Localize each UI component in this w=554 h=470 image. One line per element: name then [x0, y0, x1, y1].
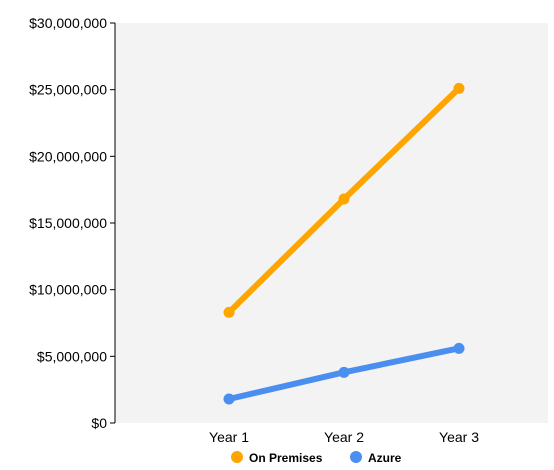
- data-point[interactable]: [223, 306, 235, 318]
- data-point[interactable]: [453, 82, 465, 94]
- legend-marker: [350, 451, 362, 463]
- legend: On Premises Azure: [231, 451, 402, 465]
- series-layer: [223, 82, 465, 405]
- x-tick-label: Year 1: [209, 429, 249, 445]
- x-axis: Year 1 Year 2 Year 3: [209, 429, 479, 445]
- y-tick-label: $10,000,000: [29, 282, 107, 298]
- y-tick-label: $5,000,000: [37, 348, 107, 364]
- legend-label[interactable]: Azure: [368, 451, 402, 465]
- y-tick-label: $0: [91, 415, 107, 431]
- y-axis: $0 $5,000,000 $10,000,000 $15,000,000 $20,00…: [29, 15, 115, 431]
- data-point[interactable]: [223, 393, 235, 405]
- y-tick-label: $30,000,000: [29, 15, 107, 31]
- x-tick-label: Year 3: [439, 429, 479, 445]
- x-tick-label: Year 2: [324, 429, 364, 445]
- plot-area: [115, 23, 548, 423]
- data-point[interactable]: [453, 342, 465, 354]
- y-tick-label: $20,000,000: [29, 148, 107, 164]
- data-point[interactable]: [338, 366, 350, 378]
- legend-marker: [231, 451, 243, 463]
- y-tick-label: $15,000,000: [29, 215, 107, 231]
- legend-label[interactable]: On Premises: [249, 451, 323, 465]
- y-tick-label: $25,000,000: [29, 82, 107, 98]
- data-point[interactable]: [338, 193, 350, 205]
